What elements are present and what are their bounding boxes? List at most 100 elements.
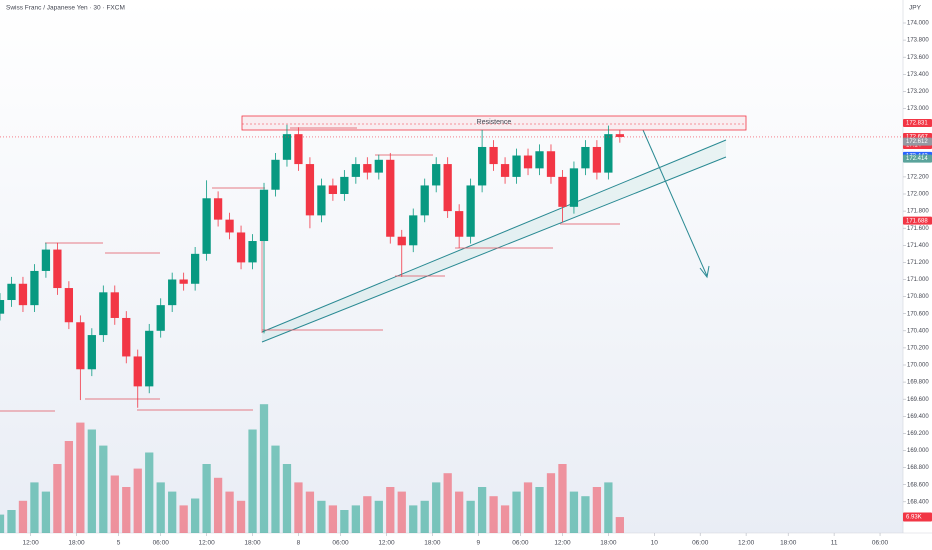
channel-lower [261,156,727,343]
candle-body [477,146,487,186]
volume-bar [363,496,372,533]
x-tick-label: 9 [476,540,480,547]
volume-bar [18,500,28,533]
candle-body [213,198,223,220]
x-tick-label: 18:00 [244,540,261,547]
y-tick-label: 173.000 [907,106,929,112]
y-tick-label: 173.600 [907,55,929,61]
candle-body [500,164,510,177]
candle-body [512,155,521,177]
candle-body [374,159,383,173]
volume-bar [271,445,280,533]
x-tick-label: 12:00 [198,540,215,547]
y-tick-label: 169.400 [907,414,929,420]
candle-body [535,151,544,169]
y-tick-label: 168.400 [907,499,929,505]
volume-bar [156,482,165,533]
volume-bar [7,510,16,533]
candle-body [581,146,590,169]
candle-body [87,335,96,370]
volume-bar [397,491,406,533]
y-tick-label: 172.000 [907,192,929,198]
volume-bar [443,473,452,533]
price-badge [903,216,932,225]
price-badge-label: 171.688 [906,218,928,224]
y-tick-label: 171.000 [907,277,929,283]
arrow [642,129,708,277]
channel-fill [262,140,726,342]
y-tick-label: 171.800 [907,209,929,215]
candle-body [386,159,395,237]
candle-body [340,176,349,194]
candle-body [558,176,567,207]
y-tick-label: 169.200 [907,431,929,437]
volume-bar [546,473,556,533]
y-tick-label: 169.000 [907,448,929,454]
candle-body [409,215,418,246]
price-badge-label: 172.612 [906,139,928,145]
y-tick-label: 171.400 [907,243,929,249]
arrow-head [699,265,710,279]
x-tick-label: 12:00 [738,540,755,547]
candle-body [41,249,51,271]
volume-bar [409,505,418,533]
y-tick-label: 174.000 [907,21,929,27]
candle-body [122,317,131,357]
price-badge [903,154,932,163]
volume-bar [259,404,269,533]
volume-bar [76,422,85,533]
volume-bar [535,487,544,533]
volume-bar [53,464,62,533]
candle-body [443,164,452,212]
annotation: Resistence [477,119,512,126]
x-tick-label: 06:00 [512,540,529,547]
candle-body [179,279,188,284]
volume-bar [248,429,257,533]
y-tick-label: 168.600 [907,482,929,488]
candle-body [0,300,5,314]
volume-bar [64,441,74,533]
candle-body [546,151,556,177]
volume-bar [581,496,590,533]
candle-body [282,134,292,160]
currency-label: JPY [909,5,922,12]
volume-bar [30,482,39,533]
y-tick-label: 170.600 [907,311,929,317]
chart-title: Swiss Franc / Japanese Yen · 30 · FXCM [6,5,125,12]
candle-body [53,249,62,289]
volume-bar [282,464,292,533]
volume-bar [110,475,119,533]
volume-bar [592,487,602,533]
volume-bar [122,487,131,533]
volume-bar [41,491,51,533]
candle-body [110,292,119,318]
candle-body [592,146,602,173]
volume-bar [202,464,211,533]
x-tick-label: 06:00 [872,540,889,547]
candle-body [30,270,39,306]
x-tick-label: 18:00 [68,540,85,547]
y-tick-label: 168.800 [907,465,929,471]
volume-bar [512,491,521,533]
volume-bar [168,491,177,533]
candle-body [64,288,74,323]
y-tick-label: 173.400 [907,72,929,78]
x-tick-label: 5 [117,540,121,547]
candle-body [523,155,533,169]
candle-body [351,164,360,177]
y-tick-label: 169.600 [907,397,929,403]
volume-bar [615,517,624,533]
x-tick-label: 8 [297,540,301,547]
x-tick-label: 12:00 [378,540,395,547]
price-badge-label: 172.667 [906,135,928,141]
volume-bar [420,500,429,533]
candle-body [18,283,28,306]
y-tick-label: 171.200 [907,260,929,266]
y-tick-label: 172.200 [907,174,929,180]
y-tick-label: 170.000 [907,363,929,369]
y-tick-label: 170.200 [907,345,929,351]
x-tick-label: 10 [651,540,659,547]
volume-bar [432,482,441,533]
